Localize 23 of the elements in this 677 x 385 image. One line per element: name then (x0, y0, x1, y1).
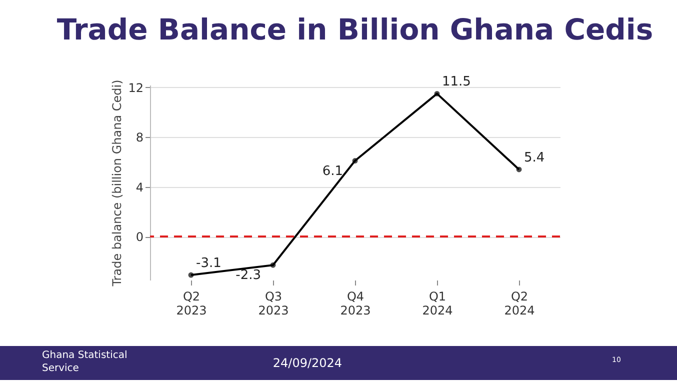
point (270, 262, 276, 268)
data-label: 6.1 (322, 164, 343, 179)
x-tick-label: Q1 2024 (422, 290, 453, 318)
data-label: -2.3 (236, 268, 261, 284)
y-tick-label: 0 (136, 230, 144, 244)
data-label: -3.1 (196, 256, 222, 272)
data-label: 5.4 (524, 150, 545, 166)
y-axis-title: Trade balance (billion Ghana Cedi) (110, 80, 124, 288)
x-tick-label: Q2 2024 (504, 290, 535, 318)
y-tick-label: 8 (136, 130, 144, 145)
point (352, 158, 358, 164)
y-tick-label: 12 (128, 80, 144, 95)
y-tick-label: 4 (136, 180, 144, 194)
data-label: 11.5 (442, 74, 471, 90)
x-tick-label: Q4 2023 (340, 290, 371, 318)
point (516, 166, 522, 172)
text: Ghana Statistical Service (42, 349, 128, 375)
point (434, 90, 440, 96)
text: 24/09/2024 (272, 356, 342, 370)
point (188, 272, 194, 278)
chart-title: Trade Balance in Billion Ghana Cedis (56, 12, 654, 47)
x-tick-label: Q3 2023 (258, 290, 289, 318)
x-tick-label: Q2 2023 (176, 290, 207, 318)
